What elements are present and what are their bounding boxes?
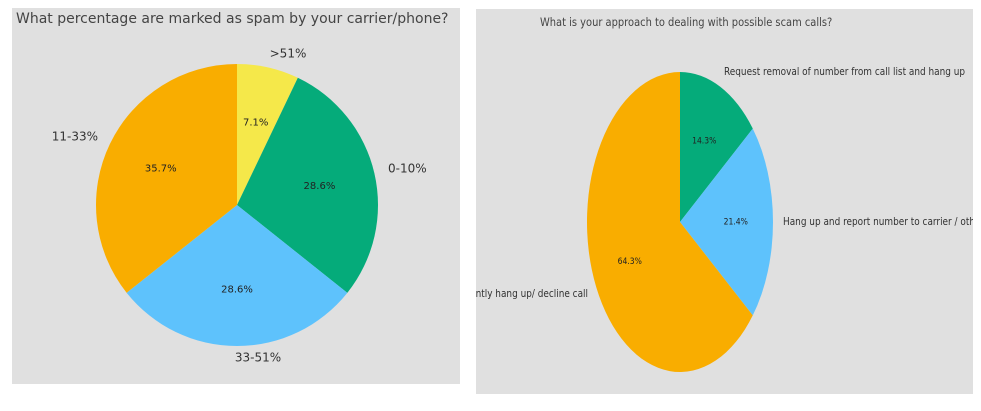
- pie-slice-request-removal-of-number-from-call-list-and-hang-up: [680, 72, 753, 222]
- slice-category-label: Hang up and report number to carrier / o…: [783, 217, 973, 229]
- slice-value-label: 28.6%: [304, 181, 336, 192]
- slice-category-label: Request removal of number from call list…: [724, 67, 965, 79]
- pie-slice-11-33: [96, 64, 237, 293]
- slice-category-label: Instantly hang up/ decline call: [476, 289, 588, 301]
- chart-title: What percentage are marked as spam by yo…: [16, 11, 449, 27]
- slice-category-label: 11-33%: [52, 130, 98, 144]
- slice-value-label: 14.3%: [692, 135, 716, 146]
- chart-panel-spam-marking: What percentage are marked as spam by yo…: [12, 8, 460, 384]
- slice-value-label: 35.7%: [145, 163, 177, 174]
- slice-value-label: 21.4%: [724, 216, 748, 227]
- pie-chart-scam-approach: 14.3% 21.4% 64.3% Request removal of number…: [476, 67, 973, 373]
- pie-slice-hang-up-and-report-number-to-carrier-other-service: [680, 128, 773, 316]
- slice-value-label: 64.3%: [618, 255, 642, 266]
- chart-panel-scam-approach: What is your approach to dealing with po…: [476, 9, 973, 394]
- pie-chart-spam-marking: 7.1% 28.6% 28.6% 35.7% >51% 0-10% 33-51% 11-33%: [52, 47, 427, 365]
- chart-title: What is your approach to dealing with po…: [540, 15, 833, 29]
- pie-slice-instantly-hang-up-decline-call: [587, 72, 753, 373]
- pie-slice-33-51: [126, 205, 348, 346]
- slice-category-label: 0-10%: [388, 162, 427, 176]
- slice-category-label: 33-51%: [235, 351, 281, 365]
- pie-slice-0-10: [237, 77, 379, 293]
- slice-category-label: >51%: [270, 47, 307, 61]
- slice-value-label: 28.6%: [221, 285, 253, 296]
- slice-value-label: 7.1%: [243, 117, 268, 128]
- pie-slice-51: [237, 64, 298, 205]
